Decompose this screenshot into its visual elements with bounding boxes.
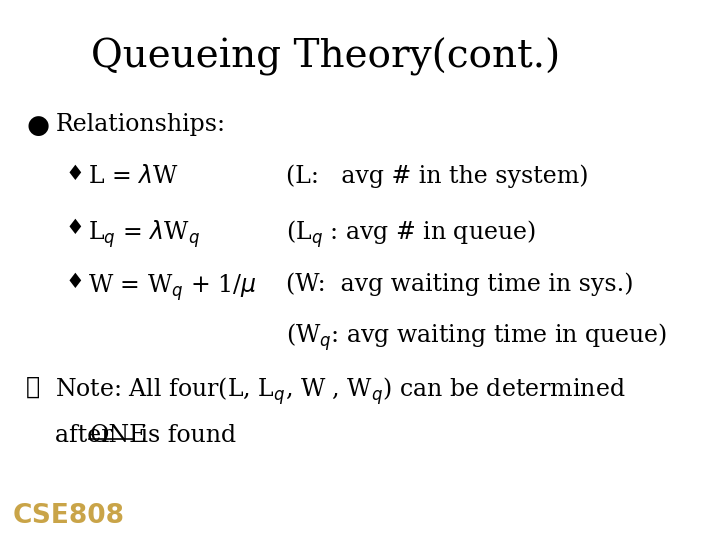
Text: after: after [55,424,120,447]
Text: ONE: ONE [89,424,147,447]
Text: ♦: ♦ [65,219,84,238]
Text: (L:   avg # in the system): (L: avg # in the system) [287,165,589,188]
Text: (L$_q$ : avg # in queue): (L$_q$ : avg # in queue) [287,219,536,251]
Text: ♦: ♦ [65,273,84,292]
Text: ●: ● [26,113,49,138]
Text: is found: is found [133,424,237,447]
Text: (W:  avg waiting time in sys.): (W: avg waiting time in sys.) [287,273,634,296]
Text: (W$_q$: avg waiting time in queue): (W$_q$: avg waiting time in queue) [287,321,668,353]
Text: L = $\lambda$W: L = $\lambda$W [88,165,179,188]
Text: W = W$_q$ + 1/$\mu$: W = W$_q$ + 1/$\mu$ [88,273,256,303]
Text: ♦: ♦ [65,165,84,184]
Text: CSE808: CSE808 [13,503,125,529]
Text: ❖: ❖ [26,375,40,399]
Text: Queueing Theory(cont.): Queueing Theory(cont.) [91,38,560,76]
Text: Note: All four(L, L$_q$, W , W$_q$) can be determined: Note: All four(L, L$_q$, W , W$_q$) can … [55,375,626,407]
Text: L$_q$ = $\lambda$W$_q$: L$_q$ = $\lambda$W$_q$ [88,219,200,251]
Text: Relationships:: Relationships: [55,113,225,137]
